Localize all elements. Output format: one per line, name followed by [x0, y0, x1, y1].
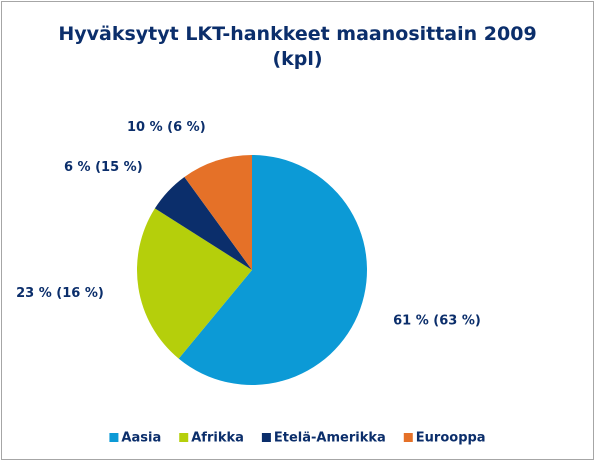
legend-label: Afrikka: [191, 431, 244, 446]
pie-slice: [184, 155, 252, 270]
data-label: 61 % (63 %): [393, 313, 481, 328]
chart-title: Hyväksytyt LKT-hankkeet maanosittain 200…: [58, 23, 537, 70]
legend-label: Aasia: [121, 431, 161, 446]
data-label: 23 % (16 %): [16, 286, 104, 301]
legend-swatch: [261, 433, 271, 442]
legend-label: Eurooppa: [416, 431, 486, 446]
legend-swatch: [179, 433, 189, 442]
legend-swatch: [403, 433, 413, 442]
pie-slice: [154, 176, 252, 270]
legend-swatch: [109, 433, 119, 442]
data-label: 10 % (6 %): [127, 120, 206, 135]
legend-label: Etelä-Amerikka: [274, 431, 386, 446]
pie-slice: [178, 155, 367, 385]
data-label: 6 % (15 %): [64, 160, 143, 175]
pie-slice: [136, 208, 252, 359]
